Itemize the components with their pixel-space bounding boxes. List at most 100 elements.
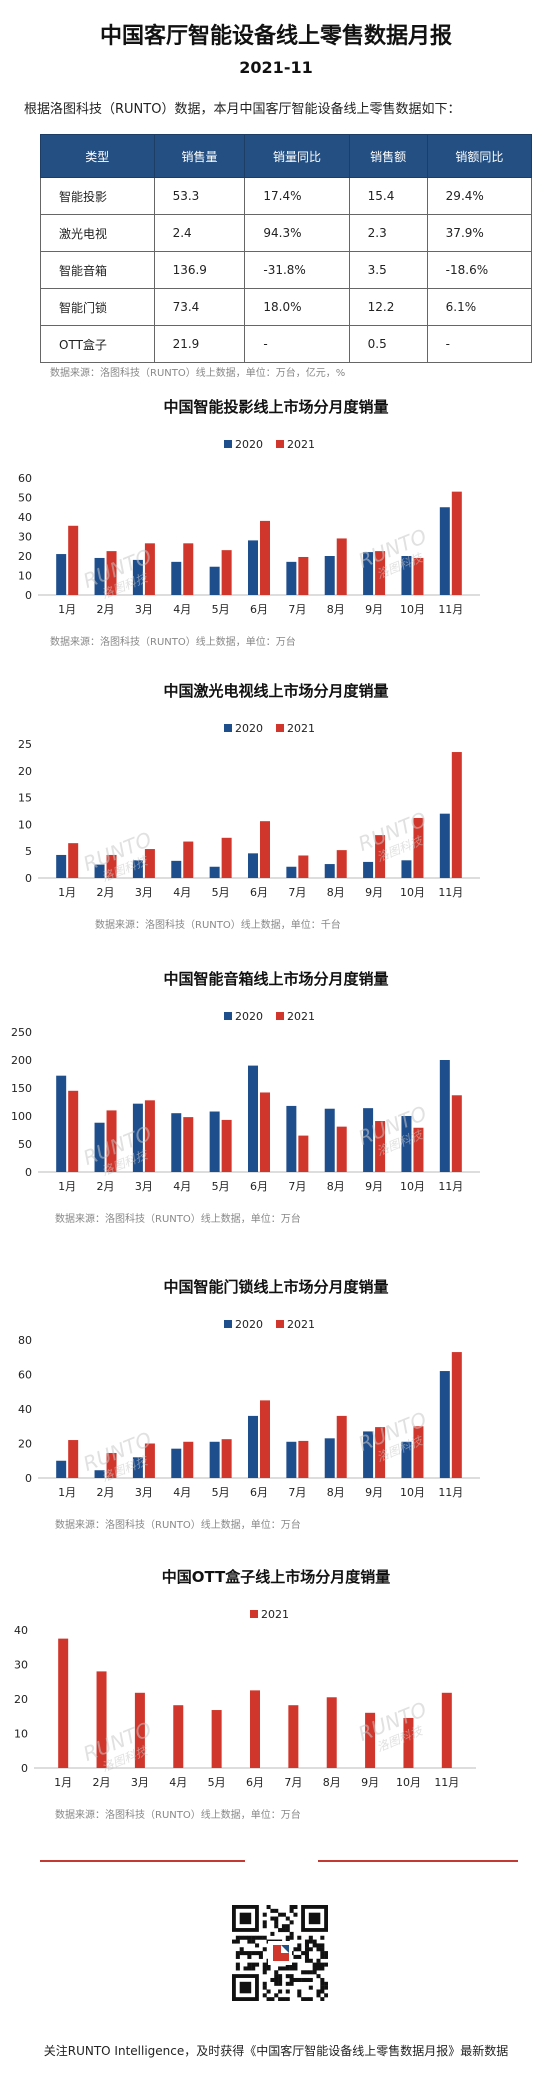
- y-tick-label: 10: [14, 1728, 28, 1741]
- bar-2021: [298, 1440, 309, 1478]
- y-tick-label: 20: [18, 1438, 32, 1451]
- table-cell: 18.0%: [244, 288, 350, 326]
- y-tick-label: 50: [18, 1138, 32, 1151]
- bar-2021: [211, 1710, 222, 1768]
- bar-2021: [68, 525, 79, 595]
- bar-2021: [375, 835, 386, 878]
- x-tick-label: 8月: [323, 1776, 341, 1789]
- page-title: 中国客厅智能设备线上零售数据月报: [99, 24, 452, 49]
- y-tick-label: 15: [18, 792, 32, 805]
- chart-svg: 中国激光电视线上市场分月度销量 2020 2021 0 5 10 15 20 25 1月 2月 3月 4…: [18, 682, 480, 899]
- bar-2021: [451, 752, 462, 878]
- table-cell: OTT盒子: [40, 325, 155, 363]
- y-tick-label: 30: [14, 1659, 28, 1672]
- bar-2020: [171, 860, 182, 878]
- chart-svg: 中国智能投影线上市场分月度销量 2020 2021 0 10 20 30 40 50 60 1月 2月…: [18, 398, 480, 616]
- table-cell: -18.6%: [426, 251, 533, 289]
- summary-table: 类型 销售量 销量同比 销售额 销额同比 智能投影 53.3 17.4% 15.…: [40, 134, 533, 363]
- x-tick-label: 9月: [365, 603, 383, 616]
- footer-note: 关注RUNTO Intelligence，及时获得《中国客厅智能设备线上零售数据…: [43, 2044, 509, 2058]
- table-header-cell: 销售量: [153, 134, 246, 178]
- y-tick-label: 40: [18, 1403, 32, 1416]
- x-tick-label: 8月: [327, 1486, 345, 1499]
- table-cell: 12.2: [348, 288, 428, 326]
- bar-2021: [106, 1110, 117, 1172]
- x-tick-label: 1月: [58, 1486, 76, 1499]
- y-tick-label: 0: [25, 1472, 32, 1485]
- x-tick-label: 2月: [93, 1776, 111, 1789]
- legend-swatch: [250, 1610, 258, 1618]
- x-tick-label: 10月: [400, 886, 425, 899]
- bar-2020: [401, 556, 412, 595]
- y-tick-label: 0: [25, 872, 32, 885]
- bar-2021: [451, 1095, 462, 1172]
- bar-2021: [144, 1100, 155, 1172]
- bar-2021: [221, 837, 232, 878]
- table-header-cell: 销量同比: [244, 134, 350, 178]
- x-tick-label: 1月: [54, 1776, 72, 1789]
- bar-2021: [260, 1092, 270, 1172]
- x-tick-label: 6月: [246, 1776, 264, 1789]
- bar-2020: [401, 860, 412, 878]
- bar-2021: [221, 1119, 232, 1172]
- bar-2021: [221, 1439, 232, 1478]
- bar-2021: [96, 1671, 107, 1768]
- x-tick-label: 11月: [438, 886, 463, 899]
- legend-label: 2020: [235, 438, 263, 451]
- table-cell: 2.3: [348, 214, 428, 252]
- y-tick-label: 100: [11, 1110, 32, 1123]
- bar-2020: [439, 813, 450, 878]
- bar-2020: [56, 1460, 67, 1478]
- bar-2021: [106, 1452, 117, 1478]
- bar-2020: [286, 561, 297, 595]
- bar-2021: [375, 1427, 386, 1478]
- x-tick-label: 9月: [365, 886, 383, 899]
- x-tick-label: 1月: [58, 603, 76, 616]
- bar-2020: [132, 1457, 143, 1478]
- x-tick-label: 8月: [327, 1180, 345, 1193]
- chart-title: 中国智能投影线上市场分月度销量: [163, 398, 388, 416]
- bar-2021: [288, 1705, 299, 1768]
- bar-2020: [209, 1111, 220, 1172]
- bar-2020: [248, 1065, 258, 1172]
- legend-swatch: [276, 1012, 284, 1020]
- bar-2021: [336, 1415, 347, 1478]
- table-cell: 29.4%: [426, 177, 533, 215]
- bar-2021: [451, 491, 462, 595]
- x-tick-label: 2月: [97, 1486, 115, 1499]
- bar-2021: [375, 1121, 386, 1172]
- y-tick-label: 200: [11, 1054, 32, 1067]
- intro-text: 根据洛图科技（RUNTO）数据，本月中国客厅智能设备线上零售数据如下：: [24, 102, 461, 117]
- bar-2020: [286, 1105, 297, 1172]
- bar-2020: [439, 1060, 450, 1172]
- x-tick-label: 4月: [173, 1486, 191, 1499]
- bar-2021: [250, 1690, 260, 1768]
- x-tick-label: 11月: [434, 1776, 459, 1789]
- bar-2020: [324, 556, 335, 595]
- bar-2020: [439, 507, 450, 595]
- bar-2021: [183, 1441, 194, 1478]
- table-row: 智能音箱 136.9 -31.8% 3.5 -18.6%: [40, 251, 533, 289]
- table-cell: 智能投影: [40, 177, 155, 215]
- bar-2020: [56, 854, 67, 878]
- x-tick-label: 10月: [400, 1486, 425, 1499]
- x-tick-label: 1月: [58, 1180, 76, 1193]
- y-tick-label: 20: [14, 1693, 28, 1706]
- bar-2020: [286, 866, 297, 878]
- y-tick-label: 250: [11, 1026, 32, 1039]
- table-row: 激光电视 2.4 94.3% 2.3 37.9%: [40, 214, 533, 252]
- x-tick-label: 3月: [135, 1486, 153, 1499]
- table-cell: 73.4: [153, 288, 246, 326]
- x-tick-label: 10月: [400, 603, 425, 616]
- table-cell: 激光电视: [40, 214, 155, 252]
- bar-2021: [365, 1712, 376, 1768]
- table-cell: 2.4: [153, 214, 246, 252]
- x-tick-label: 6月: [250, 603, 268, 616]
- x-tick-label: 11月: [438, 1486, 463, 1499]
- smart-lock-chart: 中国智能门锁线上市场分月度销量 2020 2021 0 20 40 60 80 1月 2月 3月 4月…: [0, 1270, 552, 1530]
- chart-source-note: 数据来源：洛图科技（RUNTO）线上数据，单位：万台: [55, 1810, 301, 1821]
- bar-2020: [363, 1431, 374, 1478]
- bar-2021: [173, 1705, 184, 1768]
- table-cell: 3.5: [348, 251, 428, 289]
- x-tick-label: 9月: [365, 1486, 383, 1499]
